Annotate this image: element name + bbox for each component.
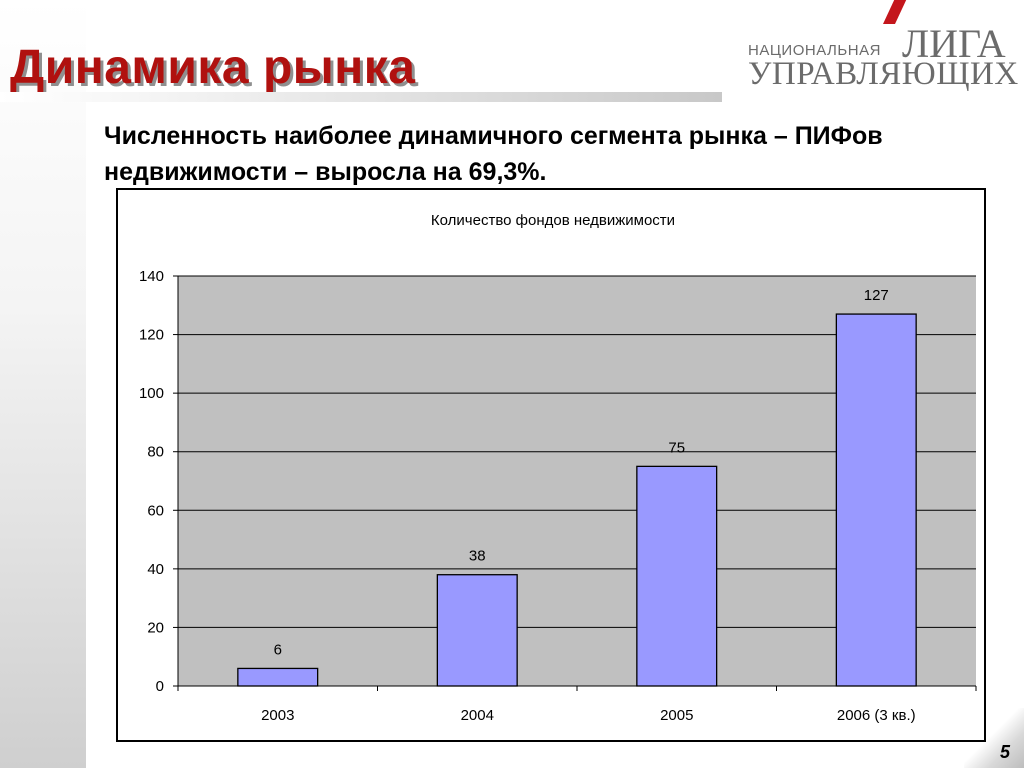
- chart-frame: 0 20 40 60 80 100 120 140 6 2003 38 2004 75 2005 127 20…: [116, 188, 986, 742]
- y-tick-label: 140: [139, 268, 164, 285]
- slide-title: Динамика рынка: [10, 41, 416, 94]
- y-tick-label: 80: [147, 444, 164, 461]
- logo-line-2: ЛИГА: [902, 21, 1006, 66]
- chart-title: Количество фондов недвижимости: [431, 212, 675, 229]
- y-tick-label: 20: [147, 619, 164, 636]
- bar-chart: 0 20 40 60 80 100 120 140 6 2003 38 2004 75 2005 127 20…: [139, 212, 977, 724]
- page-number: 5: [1000, 742, 1011, 762]
- data-label: 6: [274, 641, 282, 658]
- y-tick-label: 40: [147, 561, 164, 578]
- slide-subtitle: Численность наиболее динамичного сегмент…: [104, 122, 883, 186]
- y-tick-label: 0: [156, 678, 164, 695]
- data-label: 75: [668, 439, 685, 456]
- x-tick-label: 2004: [461, 707, 494, 724]
- x-tick-label: 2006 (3 кв.): [837, 707, 916, 724]
- bar: [436, 574, 518, 687]
- logo-national-league-of-managers: НАЦИОНАЛЬНАЯ ЛИГА УПРАВЛЯЮЩИХ: [748, 0, 1024, 100]
- data-label: 38: [469, 548, 486, 565]
- x-tick-label: 2003: [261, 707, 294, 724]
- bar: [237, 667, 319, 687]
- y-tick-label: 60: [147, 502, 164, 519]
- y-tick-label: 120: [139, 327, 164, 344]
- data-label: 127: [864, 287, 889, 304]
- logo-line-3: УПРАВЛЯЮЩИХ: [748, 56, 1019, 92]
- bar: [835, 313, 917, 687]
- bar: [636, 465, 718, 687]
- x-tick-label: 2005: [660, 707, 693, 724]
- left-gradient-strip: [0, 0, 86, 768]
- y-tick-label: 100: [139, 385, 164, 402]
- title-underline-bar: [0, 92, 722, 102]
- logo-line-1: НАЦИОНАЛЬНАЯ: [748, 42, 881, 59]
